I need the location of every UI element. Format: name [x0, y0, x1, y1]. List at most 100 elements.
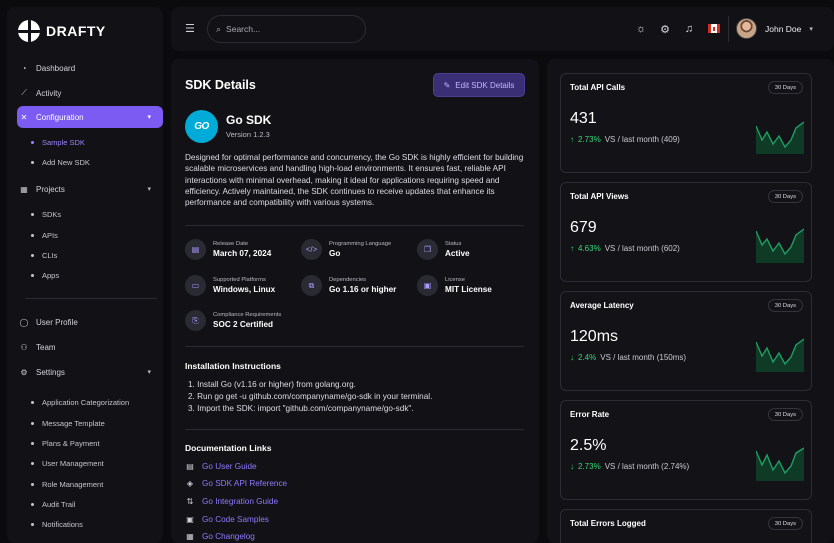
bullet-icon — [31, 233, 34, 237]
notification-bell-icon[interactable]: ♫ — [684, 23, 694, 35]
chevron-down-icon: ▾ — [147, 114, 151, 121]
meta-label: Status — [445, 241, 462, 247]
stat-card-total-errors-logged: Total Errors Logged 30 Days — [560, 509, 812, 543]
sidebar-item-label: Team — [36, 342, 56, 352]
meta-release-date: ▤ Release Date March 07, 2024 — [185, 239, 271, 260]
compliance-icon: ⎘ — [185, 310, 206, 331]
sdk-name: Go SDK — [226, 113, 272, 127]
sidebar-subitem-add-new-sdk[interactable]: Add New SDK — [31, 155, 90, 169]
sidebar-item-user-profile[interactable]: ◯ User Profile — [17, 311, 163, 333]
stat-title: Total Errors Logged — [570, 519, 646, 528]
edit-sdk-button[interactable]: ✎ Edit SDK Details — [433, 73, 525, 97]
drafty-logo-icon — [18, 20, 40, 42]
sidebar-subitem-user-management[interactable]: User Management — [31, 456, 104, 470]
doc-link-label: Go Changelog — [202, 532, 255, 541]
stats-panel: Total API Calls 30 Days 431 ↑ 2.73% VS /… — [547, 59, 834, 543]
divider — [185, 225, 524, 226]
stat-range-pill[interactable]: 30 Days — [767, 517, 803, 530]
sidebar-subitem-sdks[interactable]: SDKs — [31, 207, 61, 221]
sidebar-subitem-clis[interactable]: CLIs — [31, 248, 57, 262]
sidebar-subitem-plans-payment[interactable]: Plans & Payment — [31, 436, 100, 450]
user-icon: ◯ — [19, 317, 29, 327]
sidebar-subitem-application-categorization[interactable]: Application Categorization — [31, 395, 129, 409]
sdk-details-panel: SDK Details ✎ Edit SDK Details GO Go SDK… — [171, 59, 539, 543]
stat-compare: VS / last month (150ms) — [600, 353, 687, 362]
sparkline-chart-icon — [756, 228, 804, 263]
sidebar-subitem-label: APIs — [42, 230, 58, 240]
install-step: 3. Import the SDK: import "github.com/co… — [188, 404, 414, 414]
doc-link-integration-guide[interactable]: ⇅ Go Integration Guide — [185, 497, 278, 506]
install-steps: 1. Install Go (v1.16 or higher) from gol… — [188, 379, 432, 416]
stat-range-pill[interactable]: 30 Days — [767, 190, 803, 203]
code-icon: </> — [301, 239, 322, 260]
sidebar-toggle-icon[interactable]: ☰ — [185, 23, 195, 35]
sidebar-item-projects[interactable]: ▦ Projects ▾ — [17, 178, 163, 200]
sidebar-item-label: Activity — [36, 88, 62, 98]
sidebar-subitem-label: Notifications — [42, 519, 83, 529]
doc-link-user-guide[interactable]: ▤ Go User Guide — [185, 462, 256, 471]
sidebar-item-settings[interactable]: ⚙ Settings ▾ — [17, 361, 163, 383]
sidebar-item-label: Settings — [36, 367, 65, 377]
sidebar-subitem-notifications[interactable]: Notifications — [31, 517, 83, 531]
go-logo-icon: GO — [185, 110, 218, 143]
pencil-icon: ✎ — [443, 80, 451, 90]
sidebar-subitem-audit-trail[interactable]: Audit Trail — [31, 497, 75, 511]
bullet-icon — [31, 421, 34, 425]
topbar-divider — [728, 16, 729, 42]
brand-name: DRAFTY — [46, 23, 106, 39]
avatar — [736, 18, 757, 39]
sidebar-subitem-apps[interactable]: Apps — [31, 268, 59, 282]
meta-label: Dependencies — [329, 277, 367, 283]
sidebar-subitem-apis[interactable]: APIs — [31, 228, 58, 242]
sidebar-divider — [25, 298, 157, 299]
meta-value: Go 1.16 or higher — [329, 285, 397, 294]
stat-range-pill[interactable]: 30 Days — [767, 299, 803, 312]
sidebar-subitem-label: User Management — [42, 458, 104, 468]
stat-value: 431 — [570, 110, 597, 127]
sidebar-item-label: Configuration — [36, 112, 84, 122]
search-icon: ⌕ — [216, 23, 222, 34]
doc-link-code-samples[interactable]: ▣ Go Code Samples — [185, 515, 269, 524]
sidebar-item-configuration[interactable]: ✕ Configuration ▾ — [17, 106, 163, 128]
bullet-icon — [31, 441, 34, 445]
sidebar-item-team[interactable]: ⚇ Team — [17, 336, 163, 358]
bullet-icon — [31, 273, 34, 277]
sidebar-subitem-message-template[interactable]: Message Template — [31, 416, 105, 430]
sidebar-item-label: Projects — [36, 184, 65, 194]
settings-gear-icon[interactable]: ⚙ — [660, 23, 670, 36]
search-box: ⌕ — [207, 15, 366, 43]
stat-title: Total API Views — [570, 192, 629, 201]
sidebar-subitem-sample-sdk[interactable]: Sample SDK — [31, 135, 85, 149]
stat-change-percent: 2.73% — [578, 462, 601, 471]
meta-supported-platforms: ▭ Supported Platforms Windows, Linux — [185, 275, 275, 296]
stat-card-total-api-calls: Total API Calls 30 Days 431 ↑ 2.73% VS /… — [560, 73, 812, 173]
chevron-down-icon: ▾ — [147, 186, 151, 193]
stat-card-total-api-views: Total API Views 30 Days 679 ↑ 4.63% VS /… — [560, 182, 812, 282]
bullet-icon — [31, 400, 34, 404]
sidebar-subitem-role-management[interactable]: Role Management — [31, 477, 103, 491]
doc-link-api-reference[interactable]: ◈ Go SDK API Reference — [185, 479, 287, 488]
stat-compare: VS / last month (2.74%) — [604, 462, 690, 471]
stat-change: ↑ 2.73% VS / last month (409) — [570, 135, 680, 144]
sidebar-subitem-label: SDKs — [42, 209, 62, 219]
brand-logo[interactable]: DRAFTY — [18, 20, 106, 42]
stat-range-pill[interactable]: 30 Days — [767, 408, 803, 421]
arrow-down-icon: ↓ — [570, 353, 574, 362]
team-icon: ⚇ — [20, 342, 28, 352]
stat-card-average-latency: Average Latency 30 Days 120ms ↓ 2.4% VS … — [560, 291, 812, 391]
doc-link-label: Go Integration Guide — [202, 497, 279, 506]
user-menu[interactable]: John Doe ▾ — [736, 18, 813, 39]
terminal-icon: ▣ — [186, 515, 194, 524]
stat-change-percent: 4.63% — [578, 244, 601, 253]
canada-flag-icon[interactable] — [708, 24, 720, 33]
sidebar-item-activity[interactable]: ⟋ Activity — [17, 82, 163, 104]
doc-link-changelog[interactable]: ▦ Go Changelog — [185, 532, 255, 541]
arrow-up-icon: ↑ — [570, 244, 574, 253]
sidebar-item-dashboard[interactable]: ◔ Dashboard — [17, 57, 163, 79]
search-input[interactable] — [226, 24, 347, 34]
theme-sun-icon[interactable]: ☼ — [635, 23, 647, 35]
activity-icon: ⟋ — [21, 88, 27, 97]
stat-range-pill[interactable]: 30 Days — [767, 81, 803, 94]
stat-title: Total API Calls — [570, 83, 626, 92]
docs-title: Documentation Links — [185, 443, 272, 453]
